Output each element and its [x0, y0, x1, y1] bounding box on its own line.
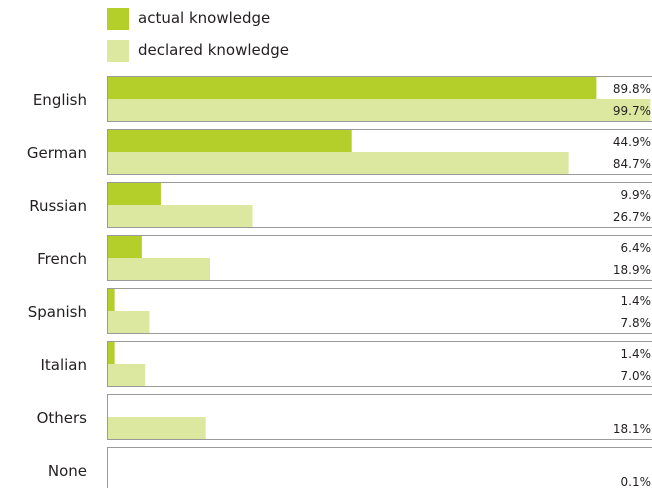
value-label-actual-italian: 1.4% — [621, 347, 652, 361]
value-label-declared-german: 84.7% — [613, 157, 651, 171]
legend-label-actual: actual knowledge — [138, 9, 271, 27]
value-label-declared-russian: 26.7% — [613, 210, 651, 224]
bar-actual-spanish — [108, 289, 115, 311]
value-label-actual-english: 89.8% — [613, 82, 651, 96]
value-label-declared-none: 0.1% — [621, 475, 652, 488]
bar-declared-italian — [108, 364, 146, 386]
bar-declared-spanish — [108, 311, 150, 333]
value-label-actual-russian: 9.9% — [621, 188, 652, 202]
value-label-declared-italian: 7.0% — [621, 369, 652, 383]
bar-actual-german — [108, 130, 352, 152]
value-label-declared-english: 99.7% — [613, 104, 651, 118]
value-label-declared-french: 18.9% — [613, 263, 651, 277]
value-label-actual-german: 44.9% — [613, 135, 651, 149]
category-label-russian: Russian — [29, 197, 87, 215]
value-label-actual-french: 6.4% — [621, 241, 652, 255]
value-label-declared-spanish: 7.8% — [621, 316, 652, 330]
category-label-italian: Italian — [40, 356, 87, 374]
bar-declared-others — [108, 417, 206, 439]
legend-swatch-declared — [107, 40, 129, 62]
category-label-german: German — [27, 144, 87, 162]
value-label-actual-spanish: 1.4% — [621, 294, 652, 308]
legend-label-declared: declared knowledge — [138, 41, 290, 59]
bar-actual-italian — [108, 342, 115, 364]
bar-actual-french — [108, 236, 142, 258]
bar-actual-english — [108, 77, 597, 99]
bar-declared-french — [108, 258, 211, 280]
bar-declared-russian — [108, 205, 253, 227]
value-label-declared-others: 18.1% — [613, 422, 651, 436]
category-label-english: English — [33, 91, 87, 109]
bar-actual-russian — [108, 183, 161, 205]
bar-declared-english — [108, 99, 651, 121]
category-label-none: None — [48, 462, 87, 480]
category-label-others: Others — [37, 409, 88, 427]
legend-swatch-actual — [107, 8, 129, 30]
category-label-spanish: Spanish — [28, 303, 87, 321]
category-label-french: French — [37, 250, 87, 268]
bar-declared-german — [108, 152, 569, 174]
